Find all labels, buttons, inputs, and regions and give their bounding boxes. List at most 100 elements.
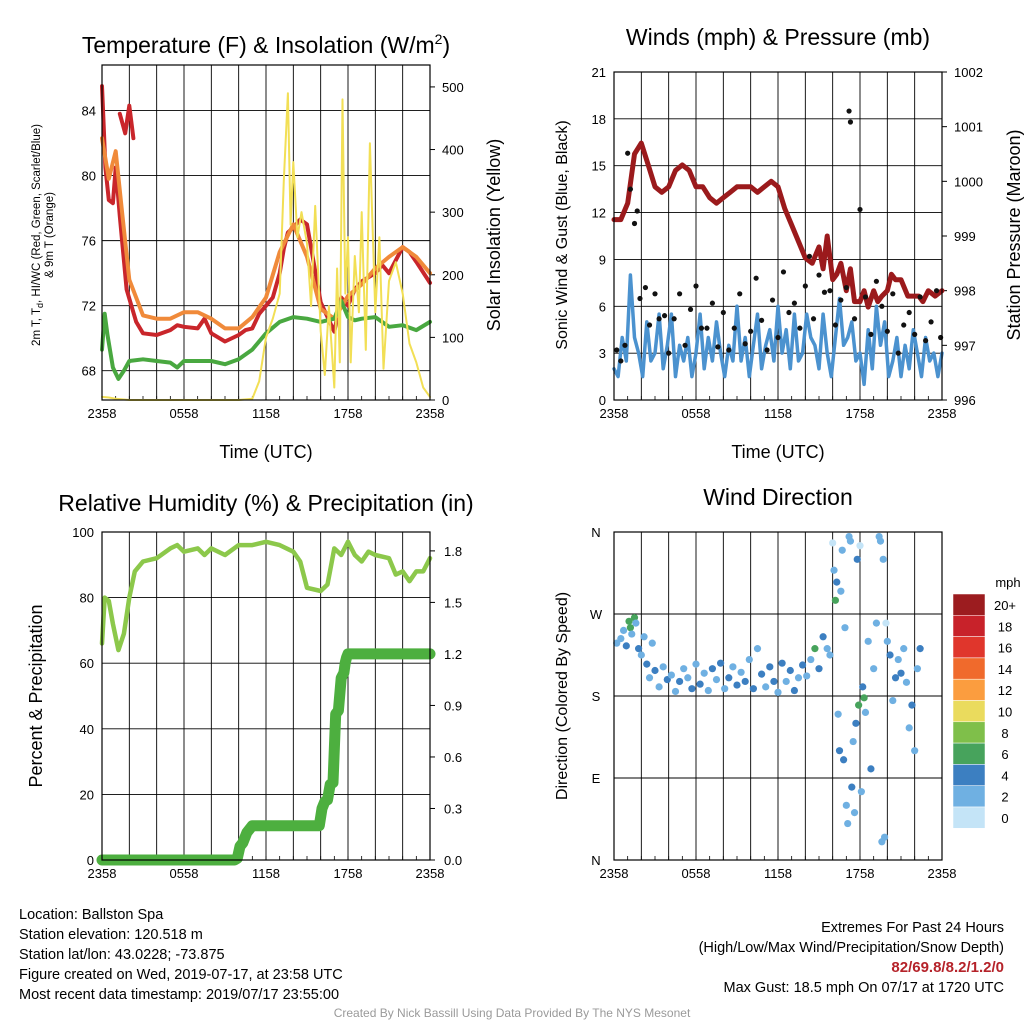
- gust-point: [671, 316, 677, 322]
- wind-direction-point: [846, 537, 855, 545]
- wind-direction-point: [725, 674, 733, 682]
- gust-point: [827, 288, 833, 294]
- wind-direction-point: [749, 685, 758, 693]
- x-tick-label: 1758: [334, 406, 363, 421]
- wind-direction-panel: Wind Direction Direction (Colored By Spe…: [554, 484, 1021, 881]
- wind-direction-point: [853, 555, 861, 563]
- x-tick-label: 1158: [764, 866, 792, 881]
- colorbar-swatch: [952, 700, 986, 723]
- gust-point: [816, 272, 822, 278]
- wind-direction-point: [622, 642, 630, 650]
- wind-direction-point: [842, 801, 850, 809]
- gust-point: [832, 322, 839, 328]
- wind-direction-point: [852, 719, 860, 727]
- gust-point: [737, 291, 743, 297]
- credit-line: Created By Nick Bassill Using Data Provi…: [333, 1006, 691, 1020]
- wind-direction-point: [823, 645, 831, 653]
- humidity-title: Relative Humidity (%) & Precipitation (i…: [58, 490, 473, 516]
- winds-title: Winds (mph) & Pressure (mb): [626, 24, 930, 50]
- colorbar-swatch: [952, 678, 986, 701]
- wind-direction-point: [635, 645, 643, 653]
- y-tick-label: S: [592, 689, 601, 704]
- wind-direction-point: [643, 660, 651, 668]
- colorbar-label: 10: [998, 705, 1012, 720]
- wind-direction-point: [770, 677, 778, 686]
- y2-tick-label: 0.6: [444, 750, 462, 765]
- wind-direction-point: [916, 645, 924, 653]
- x-tick-label: 2358: [928, 866, 957, 881]
- gust-point: [923, 338, 929, 344]
- wind-direction-point: [684, 674, 692, 682]
- colorbar-label: 6: [1001, 747, 1008, 762]
- humidity-frame: [101, 531, 431, 861]
- gust-point: [642, 284, 649, 291]
- wind-direction-point: [790, 686, 799, 695]
- y2-tick-label: 200: [442, 268, 464, 283]
- winds-panel: Winds (mph) & Pressure (mb) Time (UTC) S…: [554, 24, 1024, 462]
- y2-tick-label: 0.9: [444, 698, 462, 713]
- colorbar-swatch: [952, 742, 986, 765]
- wind-direction-point: [911, 747, 919, 755]
- colorbar-swatch: [952, 806, 986, 829]
- y-tick-label: 84: [82, 104, 96, 119]
- wind-direction-point: [655, 683, 663, 691]
- gust-point: [631, 220, 638, 227]
- wind-direction-point: [625, 617, 633, 625]
- wind-direction-point: [721, 685, 729, 693]
- y-tick-label: 100: [72, 525, 94, 540]
- x-tick-label: 0558: [170, 866, 199, 881]
- colorbar-swatch: [952, 636, 986, 659]
- grid: [101, 531, 431, 861]
- wind-direction-point: [637, 651, 645, 659]
- wind-direction-point: [905, 724, 913, 732]
- colorbar-label: 12: [998, 683, 1012, 698]
- y-tick-label: 68: [82, 364, 96, 379]
- colorbar-swatch: [952, 764, 986, 786]
- y2-tick-label: 998: [954, 284, 976, 299]
- gust-point: [652, 291, 658, 297]
- gust-point: [879, 303, 885, 309]
- wind-direction-point: [830, 566, 838, 574]
- y-tick-label: 20: [80, 787, 94, 802]
- y2-tick-label: 0: [442, 393, 449, 408]
- y-tick-label: 60: [80, 656, 94, 671]
- wind-direction-point: [717, 659, 725, 667]
- gust-point: [687, 306, 694, 313]
- colorbar: 20+ 18 16 14 12 10 8 6 4 2 0: [952, 593, 1016, 829]
- wind-direction-point: [762, 683, 770, 691]
- y2-tick-label: 400: [442, 143, 464, 158]
- colorbar-title: mph: [995, 575, 1020, 590]
- colorbar-label: 14: [998, 662, 1012, 677]
- extremes-title: Extremes For Past 24 Hours: [821, 920, 1004, 936]
- y2-tick-label: 1001: [954, 120, 983, 135]
- colorbar-swatch: [952, 657, 986, 680]
- wind-direction-point: [850, 809, 859, 817]
- y2-tick-label: 1.8: [444, 544, 462, 559]
- x-tick-label: 1158: [252, 866, 280, 881]
- gust-point: [753, 275, 759, 281]
- wind-direction-point: [700, 669, 708, 677]
- wind-direction-point: [680, 665, 688, 673]
- winds-xlabel: Time (UTC): [731, 442, 824, 462]
- gust-point: [661, 313, 668, 319]
- pressure-line: [611, 140, 945, 310]
- wind-direction-point: [758, 670, 766, 678]
- wind-direction-point: [861, 708, 870, 717]
- wind-direction-ylabel: Direction (Colored By Speed): [554, 592, 571, 800]
- y2-tick-label: 1000: [954, 174, 983, 189]
- wind-direction-point: [753, 645, 762, 653]
- wind-direction-point: [864, 637, 872, 645]
- wind-direction-point: [838, 546, 846, 554]
- colorbar-label: 18: [998, 619, 1012, 634]
- gust-point: [698, 325, 705, 331]
- temperature-title: Temperature (F) & Insolation (W/m2): [82, 31, 450, 58]
- wind-direction-point: [774, 688, 782, 696]
- gust-point: [890, 291, 896, 297]
- winds-ylabel-right: Station Pressure (Maroon): [1004, 129, 1024, 340]
- wind-direction-point: [688, 685, 696, 693]
- gust-point: [847, 119, 854, 125]
- wind-direction-point: [829, 539, 837, 547]
- gust-point: [742, 341, 748, 347]
- wind-direction-point: [897, 669, 905, 677]
